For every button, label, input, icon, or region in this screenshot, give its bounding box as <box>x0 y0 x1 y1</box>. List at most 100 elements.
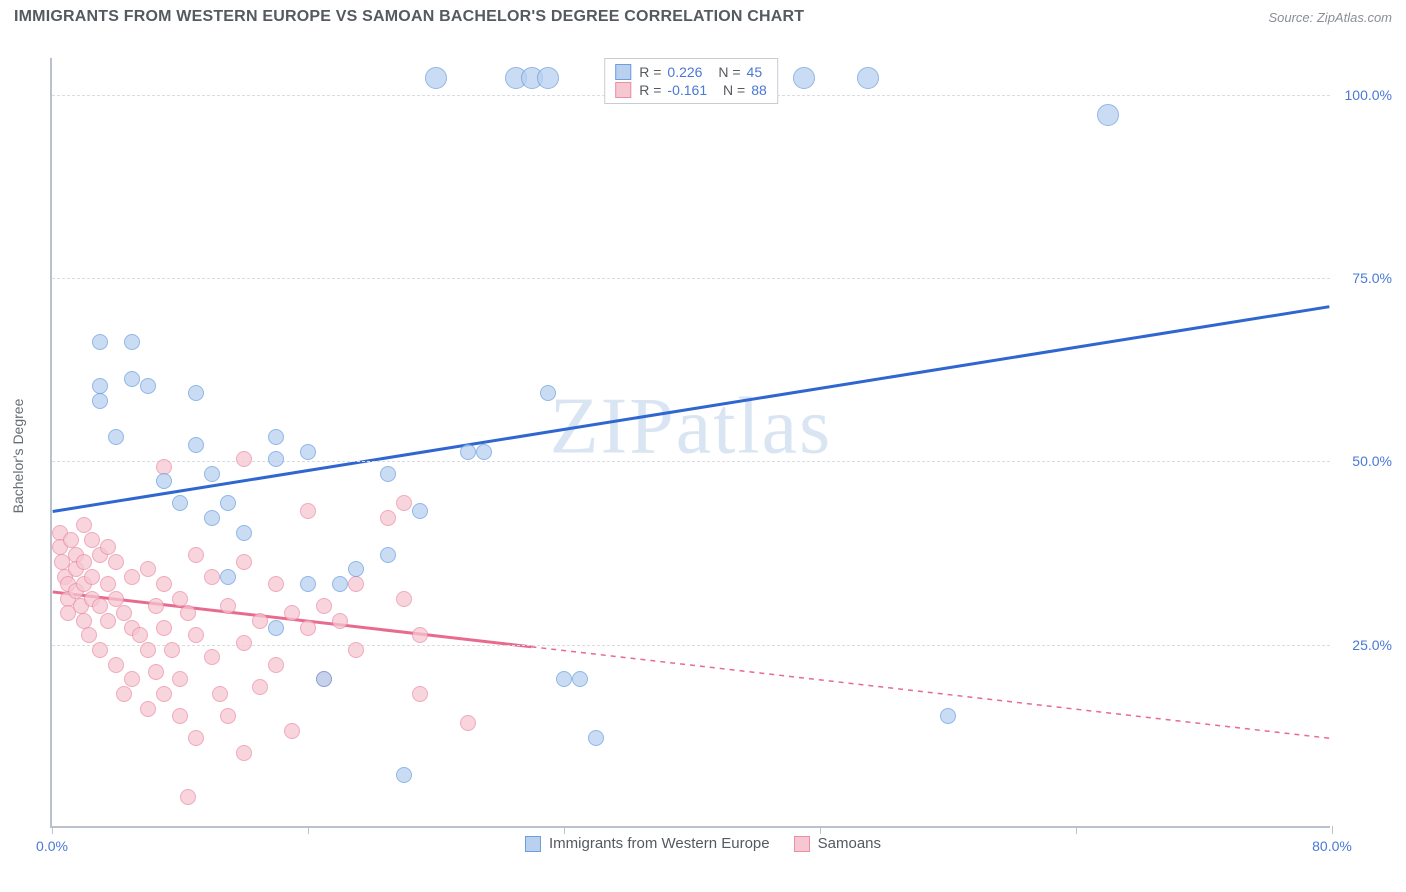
scatter-point-blue <box>537 67 559 89</box>
scatter-point-pink <box>220 598 236 614</box>
scatter-point-blue <box>857 67 879 89</box>
title-bar: IMMIGRANTS FROM WESTERN EUROPE VS SAMOAN… <box>0 0 1406 32</box>
scatter-point-blue <box>268 451 284 467</box>
scatter-point-pink <box>300 620 316 636</box>
y-tick-label: 25.0% <box>1336 637 1392 653</box>
scatter-point-blue <box>380 547 396 563</box>
scatter-point-blue <box>556 671 572 687</box>
scatter-point-pink <box>108 591 124 607</box>
y-tick-label: 75.0% <box>1336 270 1392 286</box>
scatter-point-blue <box>124 371 140 387</box>
scatter-point-pink <box>124 569 140 585</box>
scatter-point-blue <box>92 334 108 350</box>
scatter-point-pink <box>100 613 116 629</box>
scatter-point-pink <box>220 708 236 724</box>
scatter-point-pink <box>412 627 428 643</box>
scatter-point-pink <box>188 627 204 643</box>
scatter-point-blue <box>1097 104 1119 126</box>
scatter-point-pink <box>332 613 348 629</box>
scatter-point-pink <box>236 554 252 570</box>
scatter-point-pink <box>252 613 268 629</box>
scatter-point-pink <box>180 605 196 621</box>
legend-n-value: 45 <box>747 64 763 80</box>
scatter-point-pink <box>140 701 156 717</box>
scatter-point-blue <box>588 730 604 746</box>
scatter-point-pink <box>396 591 412 607</box>
scatter-point-blue <box>460 444 476 460</box>
scatter-point-blue <box>332 576 348 592</box>
scatter-point-pink <box>284 723 300 739</box>
scatter-point-blue <box>220 495 236 511</box>
scatter-point-blue <box>940 708 956 724</box>
scatter-point-blue <box>793 67 815 89</box>
scatter-point-pink <box>92 598 108 614</box>
scatter-point-pink <box>268 576 284 592</box>
scatter-point-blue <box>156 473 172 489</box>
legend-item-pink: Samoans <box>794 835 881 852</box>
scatter-point-pink <box>156 620 172 636</box>
legend-row-pink: R = -0.161 N = 88 <box>615 81 767 99</box>
scatter-point-blue <box>188 385 204 401</box>
scatter-point-blue <box>268 620 284 636</box>
source-attribution: Source: ZipAtlas.com <box>1268 10 1392 25</box>
x-tick-label: 0.0% <box>36 838 68 854</box>
x-tick <box>308 826 309 834</box>
scatter-point-blue <box>172 495 188 511</box>
x-tick <box>1332 826 1333 834</box>
legend-label: Immigrants from Western Europe <box>549 835 770 852</box>
scatter-point-blue <box>124 334 140 350</box>
legend-r-value: -0.161 <box>667 82 707 98</box>
scatter-point-pink <box>204 649 220 665</box>
scatter-point-pink <box>300 503 316 519</box>
scatter-point-pink <box>100 539 116 555</box>
scatter-point-pink <box>140 561 156 577</box>
scatter-point-pink <box>284 605 300 621</box>
scatter-point-pink <box>348 642 364 658</box>
scatter-point-pink <box>172 591 188 607</box>
scatter-point-pink <box>396 495 412 511</box>
scatter-point-pink <box>188 547 204 563</box>
trend-line <box>53 307 1330 512</box>
scatter-point-pink <box>92 642 108 658</box>
scatter-point-pink <box>172 671 188 687</box>
scatter-point-blue <box>412 503 428 519</box>
scatter-point-pink <box>156 686 172 702</box>
scatter-point-pink <box>132 627 148 643</box>
scatter-point-pink <box>76 517 92 533</box>
scatter-point-blue <box>425 67 447 89</box>
scatter-point-blue <box>396 767 412 783</box>
scatter-point-blue <box>476 444 492 460</box>
scatter-point-pink <box>76 554 92 570</box>
legend-swatch-blue <box>615 64 631 80</box>
scatter-point-pink <box>116 686 132 702</box>
scatter-point-pink <box>348 576 364 592</box>
x-tick-label: 80.0% <box>1312 838 1352 854</box>
chart-container: Bachelor's Degree ZIPatlas R = 0.226 N =… <box>0 38 1406 858</box>
scatter-point-pink <box>156 459 172 475</box>
scatter-point-pink <box>124 671 140 687</box>
scatter-point-blue <box>348 561 364 577</box>
scatter-point-pink <box>156 576 172 592</box>
scatter-point-pink <box>108 657 124 673</box>
x-tick <box>1076 826 1077 834</box>
correlation-legend: R = 0.226 N = 45 R = -0.161 N = 88 <box>604 58 778 104</box>
scatter-point-pink <box>84 532 100 548</box>
scatter-point-blue <box>300 576 316 592</box>
scatter-point-pink <box>172 708 188 724</box>
scatter-point-pink <box>316 598 332 614</box>
scatter-point-blue <box>92 378 108 394</box>
y-axis-label: Bachelor's Degree <box>10 399 26 514</box>
scatter-point-blue <box>204 510 220 526</box>
scatter-point-pink <box>380 510 396 526</box>
scatter-point-blue <box>300 444 316 460</box>
legend-r-label: R = <box>639 64 661 80</box>
x-tick <box>820 826 821 834</box>
scatter-point-pink <box>188 730 204 746</box>
legend-n-label: N = <box>718 64 740 80</box>
scatter-point-pink <box>148 598 164 614</box>
legend-swatch-blue <box>525 836 541 852</box>
legend-swatch-pink <box>615 82 631 98</box>
scatter-point-pink <box>268 657 284 673</box>
scatter-point-blue <box>236 525 252 541</box>
plot-area: ZIPatlas R = 0.226 N = 45 R = -0.161 <box>50 58 1330 828</box>
